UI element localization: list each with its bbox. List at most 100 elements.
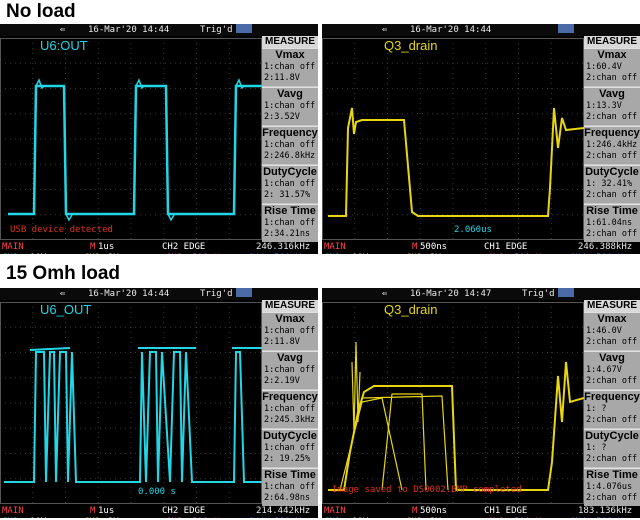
measure-name: Vmax — [597, 49, 627, 61]
measure-ch2-value: 2:3.52V — [264, 112, 300, 122]
measure-ch1-value: 1:246.4kHz — [586, 140, 638, 150]
measure-item-vavg[interactable]: Vavg 1:chan off 2:3.52V — [262, 87, 318, 125]
measure-name: Vmax — [275, 313, 305, 325]
waveform-graticule — [322, 302, 584, 504]
measure-ch1-value: 1: ? — [586, 443, 607, 453]
measure-item-frequency[interactable]: Frequency 1: ? 2:chan off — [584, 390, 640, 428]
ch4-label: CH4 — [570, 253, 586, 254]
timebase-value: 500ns — [420, 242, 448, 252]
measure-item-vmax[interactable]: Vmax 1:46.0V 2:chan off — [584, 312, 640, 350]
ch3-scale: 500mV — [192, 517, 219, 518]
measure-item-rise-time[interactable]: Rise Time 1:4.076us 2:chan off — [584, 468, 640, 506]
section-label-no-load: No load — [6, 1, 76, 22]
measure-ch1-value: 1:chan off — [264, 62, 316, 72]
measure-item-dutycycle[interactable]: DutyCycle 1: 32.41% 2:chan off — [584, 165, 640, 203]
trigger-status: Trig'd — [200, 25, 233, 35]
measure-name: Frequency — [584, 127, 640, 139]
cursor-readout: 0.000 s — [138, 487, 176, 497]
timebase-marker: M — [90, 506, 96, 516]
waveform-graticule — [0, 38, 262, 240]
trigger-source: CH2 EDGE — [162, 242, 206, 252]
measure-item-rise-time[interactable]: Rise Time 1:61.04ns 2:chan off — [584, 204, 640, 242]
oscilloscope-screen-no-load-u6: ⇚ 16-Mar'20 14:44 Trig'd U6:OUT USB devi… — [0, 24, 318, 254]
ch1-label: CH1 — [324, 253, 340, 254]
ch3-label: CH3 — [166, 253, 182, 254]
timestamp: 16-Mar'20 14:47 — [410, 289, 492, 299]
measure-item-vavg[interactable]: Vavg 1:4.67V 2:chan off — [584, 351, 640, 389]
scope-status-bar: ⇚ 16-Mar'20 14:44 Trig'd — [0, 24, 318, 36]
measure-item-frequency[interactable]: Frequency 1:chan off 2:246.8kHz — [262, 126, 318, 164]
measure-name: DutyCycle — [263, 166, 317, 178]
measure-ch2-value: 2:chan off — [586, 337, 638, 347]
measure-name: Rise Time — [586, 205, 638, 217]
ch2-label: CH2 — [406, 253, 422, 254]
main-label: MAIN — [324, 242, 346, 252]
main-label: MAIN — [2, 242, 24, 252]
measure-name: Vmax — [275, 49, 305, 61]
ch2-scale: 2V — [108, 253, 119, 254]
measure-name: DutyCycle — [263, 430, 317, 442]
ch1-scale: 10V — [352, 517, 368, 518]
measure-ch2-value: 2:11.8V — [264, 73, 300, 83]
measure-item-vmax[interactable]: Vmax 1:chan off 2:11.8V — [262, 48, 318, 86]
measure-panel[interactable]: MEASURE Vmax 1:chan off 2:11.8V Vavg 1:c… — [262, 300, 318, 506]
measure-ch2-value: 2:11.8V — [264, 337, 300, 347]
measure-item-frequency[interactable]: Frequency 1:chan off 2:245.3kHz — [262, 390, 318, 428]
trigger-frequency: 246.388kHz — [578, 242, 633, 252]
trigger-source: CH2 EDGE — [162, 506, 206, 516]
trigger-edge-icon — [558, 24, 574, 33]
measure-ch2-value: 2:245.3kHz — [264, 415, 316, 425]
measure-name: Vavg — [599, 88, 625, 100]
measure-panel[interactable]: MEASURE Vmax 1:chan off 2:11.8V Vavg 1:c… — [262, 36, 318, 242]
measure-panel[interactable]: MEASURE Vmax 1:60.4V 2:chan off Vavg 1:1… — [584, 36, 640, 242]
measure-name: Vavg — [277, 88, 303, 100]
timestamp: 16-Mar'20 14:44 — [410, 25, 492, 35]
ch1-label: CH1 — [324, 517, 340, 518]
ch1-scale: 10V — [30, 517, 46, 518]
scope-status-bar: ⇚ 16-Mar'20 14:44 Trig'd — [0, 288, 318, 300]
timebase-value: 1us — [98, 242, 115, 252]
measure-item-dutycycle[interactable]: DutyCycle 1:chan off 2: 19.25% — [262, 429, 318, 467]
measure-ch2-value: 2:2.19V — [264, 376, 300, 386]
ch1-label: CH1 — [2, 517, 18, 518]
measure-item-dutycycle[interactable]: DutyCycle 1:chan off 2: 31.57% — [262, 165, 318, 203]
measure-title: MEASURE — [584, 300, 640, 312]
measure-item-vmax[interactable]: Vmax 1:60.4V 2:chan off — [584, 48, 640, 86]
measure-name: DutyCycle — [585, 430, 639, 442]
section-label-15-ohm-load: 15 Omh load — [6, 263, 121, 284]
measure-ch2-value: 2:chan off — [586, 190, 638, 200]
measure-item-vmax[interactable]: Vmax 1:chan off 2:11.8V — [262, 312, 318, 350]
measure-item-frequency[interactable]: Frequency 1:246.4kHz 2:chan off — [584, 126, 640, 164]
measure-ch2-value: 2:chan off — [586, 493, 638, 503]
ch2-scale: 2V — [108, 517, 119, 518]
waveform-plot — [0, 302, 262, 504]
status-message: Image saved to DS0002.BMP completed — [332, 485, 522, 495]
measure-title: MEASURE — [262, 36, 318, 48]
ch4-scale: 500mV — [274, 517, 301, 518]
measure-name: Vavg — [277, 352, 303, 364]
measure-panel[interactable]: MEASURE Vmax 1:46.0V 2:chan off Vavg 1:4… — [584, 300, 640, 506]
measure-item-rise-time[interactable]: Rise Time 1:chan off 2:34.21ns — [262, 204, 318, 242]
measure-item-vavg[interactable]: Vavg 1:13.3V 2:chan off — [584, 87, 640, 125]
scope-status-bar: ⇚ 16-Mar'20 14:47 Trig'd — [322, 288, 640, 300]
channel-label: Q3_drain — [384, 38, 438, 53]
ch4-label: CH4 — [248, 517, 264, 518]
measure-ch1-value: 1:chan off — [264, 140, 316, 150]
ch4-label: CH4 — [570, 517, 586, 518]
measure-ch2-value: 2:chan off — [586, 415, 638, 425]
trigger-frequency: 246.316kHz — [256, 242, 311, 252]
ch3-label: CH3 — [488, 517, 504, 518]
measure-ch2-value: 2:chan off — [586, 151, 638, 161]
measure-item-dutycycle[interactable]: DutyCycle 1: ? 2:chan off — [584, 429, 640, 467]
measure-name: Vmax — [597, 313, 627, 325]
measure-ch1-value: 1:chan off — [264, 482, 316, 492]
measure-item-rise-time[interactable]: Rise Time 1:chan off 2:64.98ns — [262, 468, 318, 506]
oscilloscope-screen-no-load-q3: ⇚ 16-Mar'20 14:44 Q3_drain 2.060us MEASU… — [322, 24, 640, 254]
trigger-status: Trig'd — [200, 289, 233, 299]
ch2-scale: 2V — [430, 253, 441, 254]
timebase-marker: M — [90, 242, 96, 252]
measure-ch2-value: 2: 19.25% — [264, 454, 311, 464]
measure-ch1-value: 1: ? — [586, 404, 607, 414]
ch1-scale: 10V — [352, 253, 368, 254]
measure-item-vavg[interactable]: Vavg 1:chan off 2:2.19V — [262, 351, 318, 389]
